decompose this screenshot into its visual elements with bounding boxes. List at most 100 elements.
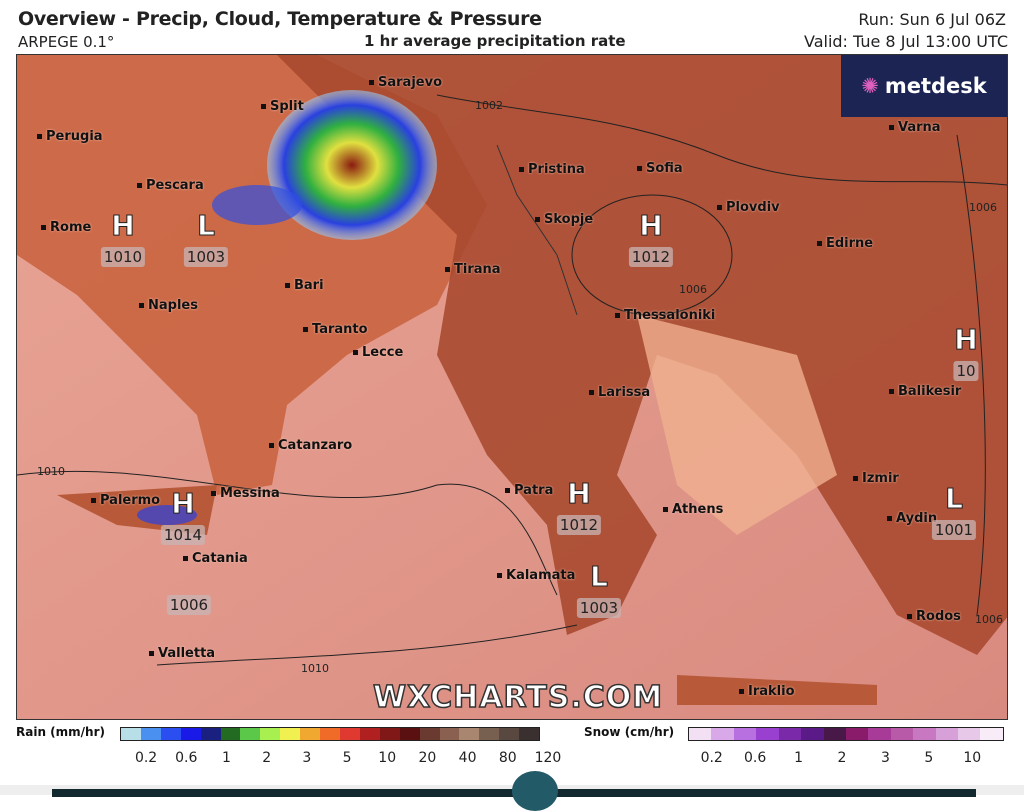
city-label: Tirana [445,262,501,278]
isobar-line [436,94,1007,186]
timeline-handle[interactable] [512,771,558,811]
pressure-value: 1010 [100,247,146,267]
snow-color-swatch [823,728,846,740]
city-label: Larissa [589,385,650,401]
precip-area-small [212,185,302,225]
precip-area-adriatic [267,90,437,240]
isobar-label: 1006 [969,201,997,214]
pressure-value: 10 [953,361,979,381]
city-label: Split [261,99,304,115]
weather-map[interactable]: Sarajevo Split Perugia Pescara Rome Bari Naple… [16,54,1008,720]
city-label: Balikesir [889,384,961,400]
rain-color-swatch [499,728,520,740]
city-label: Kalamata [497,568,575,584]
pressure-value: 1001 [931,520,977,540]
snow-color-swatch [845,728,869,740]
metdesk-logo: ✺ metdesk [841,55,1007,117]
city-label: Aydin [887,511,937,527]
pressure-high-marker: H [567,477,591,510]
city-label: Iraklio [739,684,795,700]
chart-title: Overview - Precip, Cloud, Temperature & … [18,8,542,30]
isobar-line [956,134,986,616]
isobar-line [156,624,578,666]
snow-tick-label: 10 [963,750,982,766]
map-canvas [17,55,1007,719]
rain-color-swatch [519,728,540,740]
snow-tick-label: 1 [794,750,804,766]
pressure-value: 1003 [576,598,622,618]
rain-color-swatch [240,728,261,740]
snow-legend-label: Snow (cm/hr) [584,725,675,739]
rain-color-swatch [140,728,161,740]
rain-color-swatch [121,728,141,740]
snow-tick-label: 3 [880,750,890,766]
metdesk-flower-icon: ✺ [861,74,879,98]
run-time: Run: Sun 6 Jul 06Z [858,10,1006,29]
rain-tick-label: 10 [378,750,397,766]
city-label: Pescara [137,178,204,194]
snow-tick-label: 0.6 [744,750,767,766]
aegean-sea [637,315,837,535]
isobar-line [17,470,558,596]
rain-tick-label: 0.2 [134,750,158,766]
pressure-value: 1012 [556,515,602,535]
snow-color-swatch [711,728,734,740]
city-label: Patra [505,483,553,499]
logo-text: metdesk [884,74,987,98]
city-label: Taranto [303,322,368,338]
snow-color-swatch [801,728,824,740]
city-label: Sofia [637,161,683,177]
rain-color-swatch [320,728,340,740]
pressure-low-marker: L [590,560,609,593]
city-label: Sarajevo [369,75,442,91]
city-label: Varna [889,120,941,136]
valid-time: Valid: Tue 8 Jul 13:00 UTC [803,32,1008,51]
city-label: Perugia [37,129,103,145]
pressure-value: 1014 [160,525,206,545]
rain-color-swatch [439,728,460,740]
rain-tick-label: 5 [342,750,352,766]
city-label: Valletta [149,646,215,662]
snow-tick-label: 5 [924,750,934,766]
pressure-high-marker: H [639,209,663,242]
chart-subtitle: 1 hr average precipitation rate [364,32,626,50]
rain-tick-label: 0.6 [175,750,198,766]
pressure-high-marker: H [954,323,978,356]
rain-color-swatch [419,728,440,740]
rain-color-swatch [300,728,321,740]
rain-tick-label: 120 [534,750,562,766]
model-name: ARPEGE 0.1° [18,33,115,51]
pressure-high-marker: H [171,487,195,520]
isobar-label: 1002 [475,99,503,112]
rain-tick-label: 1 [222,750,231,766]
city-label: Pristina [519,162,585,178]
rain-color-swatch [220,728,241,740]
pressure-value: 1006 [166,595,212,615]
rain-color-swatch [359,728,380,740]
city-label: Edirne [817,236,873,252]
pressure-value: 1012 [628,247,674,267]
watermark: WXCHARTS.COM [372,679,664,716]
snow-color-swatch [778,728,802,740]
isobar-label: 1010 [37,465,65,478]
snow-color-swatch [756,728,779,740]
city-label: Palermo [91,493,160,509]
city-label: Catanzaro [269,438,352,454]
pressure-high-marker: H [111,209,135,242]
rain-color-swatch [200,728,221,740]
rain-tick-label: 40 [458,750,477,766]
pressure-low-marker: L [945,482,964,515]
snow-color-swatch [890,728,914,740]
rain-color-swatch [180,728,201,740]
city-label: Plovdiv [717,200,780,216]
snow-color-swatch [733,728,757,740]
isobar-label: 1006 [975,613,1003,626]
city-label: Bari [285,278,324,294]
rain-tick-label: 3 [302,750,312,766]
rain-color-swatch [260,728,281,740]
snow-color-swatch [868,728,891,740]
isobar-label: 1010 [301,662,329,675]
pressure-low-marker: L [197,209,216,242]
isobar-label: 1006 [679,283,707,296]
rain-ticks: 0.2 0.6 1 2 3 5 10 20 40 80 120 [126,750,568,766]
